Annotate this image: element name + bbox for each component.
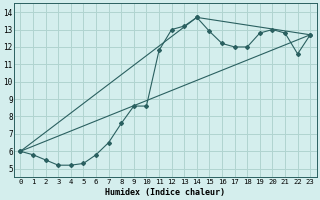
X-axis label: Humidex (Indice chaleur): Humidex (Indice chaleur) — [105, 188, 225, 197]
